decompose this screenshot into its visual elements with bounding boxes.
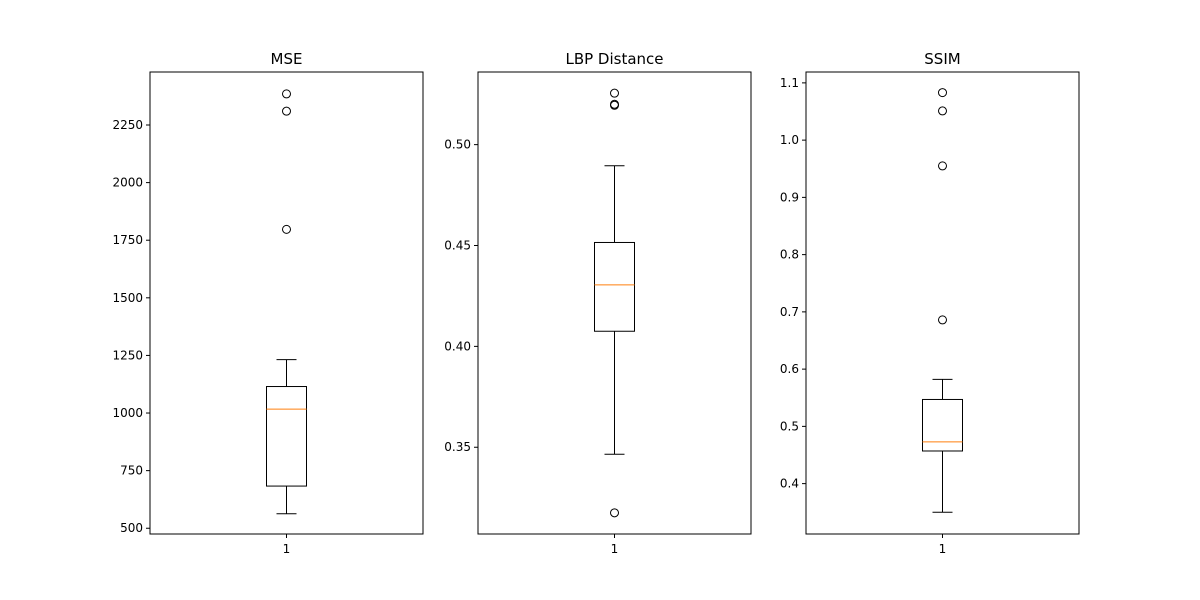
chart-title: MSE (271, 50, 303, 68)
subplot-lbp-distance: LBP Distance 0.35 0.40 0.45 0.50 1 (444, 50, 752, 556)
box-iqr (922, 398, 963, 452)
outlier-point (938, 161, 947, 171)
subplot-mse: MSE 500 750 1000 1250 1500 1750 2000 2250 1 (112, 50, 424, 556)
outlier-point (938, 315, 947, 325)
y-tick-label: 0.9 (780, 190, 799, 204)
y-tick-label: 0.4 (780, 477, 799, 491)
y-tick-label: 1750 (112, 233, 143, 247)
y-tick-label: 750 (120, 464, 143, 478)
outlier-point (610, 99, 619, 109)
y-tick-label: 2250 (112, 118, 143, 132)
y-tick-label: 0.50 (444, 138, 471, 152)
outlier-point (282, 106, 291, 116)
y-tick-label: 0.8 (780, 248, 799, 262)
outlier-point (938, 106, 947, 116)
y-tick-label: 0.7 (780, 305, 799, 319)
y-tick-label: 0.6 (780, 362, 799, 376)
x-tick-label: 1 (939, 542, 947, 556)
y-tick-label: 500 (120, 521, 143, 535)
y-tick-label: 0.5 (780, 419, 799, 433)
subplot-ssim: SSIM 0.4 0.5 0.6 0.7 0.8 0.9 1.0 1.1 1 (780, 50, 1080, 556)
outlier-point (938, 88, 947, 98)
box-iqr (266, 386, 307, 487)
chart-title: SSIM (924, 50, 960, 68)
y-tick-label: 1.0 (780, 133, 799, 147)
x-tick-label: 1 (283, 542, 291, 556)
outlier-point (610, 508, 619, 518)
y-tick-label: 1000 (112, 406, 143, 420)
chart-title: LBP Distance (565, 50, 663, 68)
y-tick-label: 0.40 (444, 339, 471, 353)
outlier-point (610, 88, 619, 98)
y-tick-label: 0.35 (444, 440, 471, 454)
outlier-point (282, 224, 291, 234)
y-tick-label: 2000 (112, 176, 143, 190)
y-tick-label: 1500 (112, 291, 143, 305)
outlier-point (282, 89, 291, 99)
y-tick-label: 1.1 (780, 76, 799, 90)
y-tick-label: 0.45 (444, 239, 471, 253)
x-tick-label: 1 (611, 542, 619, 556)
box-iqr (594, 241, 635, 332)
y-tick-label: 1250 (112, 348, 143, 362)
